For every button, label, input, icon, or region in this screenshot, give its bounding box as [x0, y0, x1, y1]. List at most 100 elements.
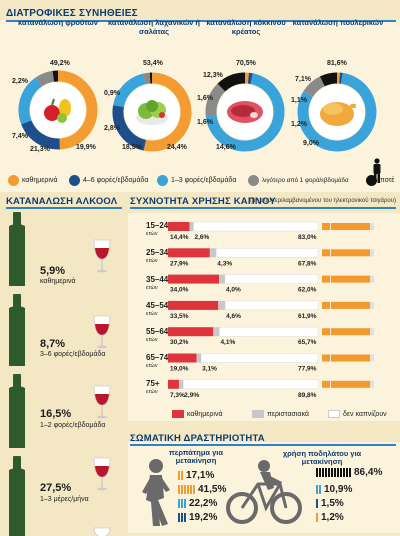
legend-1to3: 1–3 φορές/εβδομάδα — [157, 175, 236, 186]
bike-value-1to3: 1,5% — [321, 498, 344, 509]
age-label: 45–54 — [146, 301, 168, 310]
walk-row-less: 22,2% — [178, 498, 217, 509]
walk-value-1to3: 41,5% — [198, 484, 226, 495]
veg-label-less: 2,8% — [104, 125, 120, 132]
smoke-legend-daily: καθημερινά — [172, 410, 223, 418]
wine-glass-4 — [94, 458, 110, 490]
physical-header: ΣΩΜΑΤΙΚΗ ΔΡΑΣΤΗΡΙΟΤΗΤΑ — [130, 433, 265, 444]
walk-bars-less — [178, 499, 186, 508]
bike-bars-1to3 — [316, 499, 318, 508]
alcohol-value-1to3: 27,5% — [40, 482, 71, 494]
fruit-label-daily: 49,2% — [50, 60, 70, 67]
meat-label-less: 14,6% — [216, 144, 236, 151]
alcohol-label-1to2: 1–2 φορές/εβδομάδα — [40, 422, 105, 429]
age-unit: ετών — [146, 257, 168, 265]
poultry-label-daily: 1,2% — [291, 121, 307, 128]
ring-1-slice-3 — [144, 78, 150, 79]
bottle-5 — [9, 511, 25, 536]
meat-label-never: 12,3% — [203, 72, 223, 79]
walk-bars-1to3 — [178, 485, 195, 494]
wine-glass-1 — [94, 240, 110, 272]
meat-label-daily: 1,6% — [197, 95, 213, 102]
walk-value-daily: 17,1% — [186, 470, 214, 481]
ring-2-slice-1 — [248, 78, 251, 79]
walk-value-never: 19,2% — [189, 512, 217, 523]
diet-rings — [0, 20, 400, 192]
ring-title-vegetables: κατανάλωση λαχανικών ή σαλάτας — [106, 18, 202, 36]
legend-label-daily: καθημερινά — [22, 177, 58, 184]
alcohol-label-1to3: 1–3 μέρες/μήνα — [40, 496, 89, 503]
alcohol-value-daily: 5,9% — [40, 265, 65, 277]
legend-less: λιγότερο από 1 φορά/εβδομάδα — [248, 175, 349, 186]
ring-3-slice-4 — [322, 78, 337, 81]
walk-bars-daily — [178, 471, 183, 480]
bike-row-daily: 1,2% — [316, 512, 344, 523]
age-label: 15–24 — [146, 221, 168, 230]
smoke-legend-no: δεν καπνίζουν — [328, 410, 387, 418]
wine-glass-5 — [94, 528, 110, 536]
alcohol-label-daily: καθημερινά — [40, 278, 76, 285]
bike-bars-less — [316, 485, 321, 494]
poultry-label-less: 9,0% — [303, 140, 319, 147]
smoke-legend-occasional: περιστασιακά — [252, 410, 309, 418]
veg-label-never: 0,9% — [104, 90, 120, 97]
bike-value-never: 86,4% — [354, 467, 382, 478]
walk-row-1to3: 41,5% — [178, 484, 226, 495]
fruit-label-never: 2,2% — [12, 78, 28, 85]
alcohol-label-3to6: 3–6 φορές/εβδομάδα — [40, 351, 105, 358]
legend-dot-less — [248, 175, 259, 186]
smoking-note: (μη συμπεριλαμβανομένου του ηλεκτρονικού… — [250, 198, 396, 204]
age-label: 65–74 — [146, 353, 168, 362]
smoke-legend-swatch-no — [328, 410, 340, 418]
ring-0-slice-3 — [39, 76, 54, 82]
fruit-label-1to3: 21,3% — [30, 146, 50, 153]
veg-label-daily: 53,4% — [143, 60, 163, 67]
legend-dot-1to3 — [157, 175, 168, 186]
age-unit: ετών — [146, 230, 168, 238]
age-unit: ετών — [146, 336, 168, 344]
fruit-label-4to6: 19,9% — [76, 144, 96, 151]
legend-label-1to3: 1–3 φορές/εβδομάδα — [171, 177, 236, 184]
poultry-label-never: 7,1% — [295, 76, 311, 83]
person-icon — [370, 158, 384, 184]
age-unit: ετών — [146, 310, 168, 318]
bike-row-never: 86,4% — [316, 467, 382, 478]
bike-bars-never — [316, 468, 351, 477]
age-label: 25–34 — [146, 248, 168, 257]
age-unit: ετών — [146, 362, 168, 370]
age-unit: ετών — [146, 388, 160, 396]
wine-glass-2 — [94, 316, 110, 348]
ring-title-fruit: κατανάλωση φρούτων — [10, 18, 106, 27]
alcohol-value-3to6: 8,7% — [40, 338, 65, 350]
bottle-1 — [9, 212, 25, 286]
smoking-section-bg — [128, 213, 400, 421]
steak-icon — [227, 101, 263, 123]
ring-title-red-meat: κατανάλωση κόκκινου κρέατος — [198, 18, 294, 36]
bike-bars-daily — [316, 513, 318, 522]
walk-row-never: 19,2% — [178, 512, 217, 523]
bottle-2 — [9, 294, 25, 366]
age-75-plus: 75+ετών — [146, 380, 160, 396]
smoke-legend-label-occasional: περιστασιακά — [267, 411, 309, 418]
meat-label-4to6: 1,6% — [197, 119, 213, 126]
walk-value-less: 22,2% — [189, 498, 217, 509]
legend-label-less: λιγότερο από 1 φορά/εβδομάδα — [262, 177, 349, 184]
poultry-label-4to6: 1,1% — [291, 97, 307, 104]
bottle-3 — [9, 374, 25, 448]
veg-label-1to3: 18,5% — [122, 144, 142, 151]
walk-row-daily: 17,1% — [178, 470, 214, 481]
age-label: 35–44 — [146, 275, 168, 284]
ring-title-poultry: κατανάλωση πουλερικών — [290, 18, 386, 27]
walker-icon — [136, 456, 176, 528]
smoke-legend-swatch-occasional — [252, 410, 264, 418]
alcohol-value-1to2: 16,5% — [40, 408, 71, 420]
bike-value-daily: 1,2% — [321, 512, 344, 523]
legend-daily: καθημερινά — [8, 175, 58, 186]
walk-bars-never — [178, 513, 186, 522]
poultry-label-1to3: 81,6% — [327, 60, 347, 67]
smoke-legend-label-daily: καθημερινά — [187, 411, 223, 418]
